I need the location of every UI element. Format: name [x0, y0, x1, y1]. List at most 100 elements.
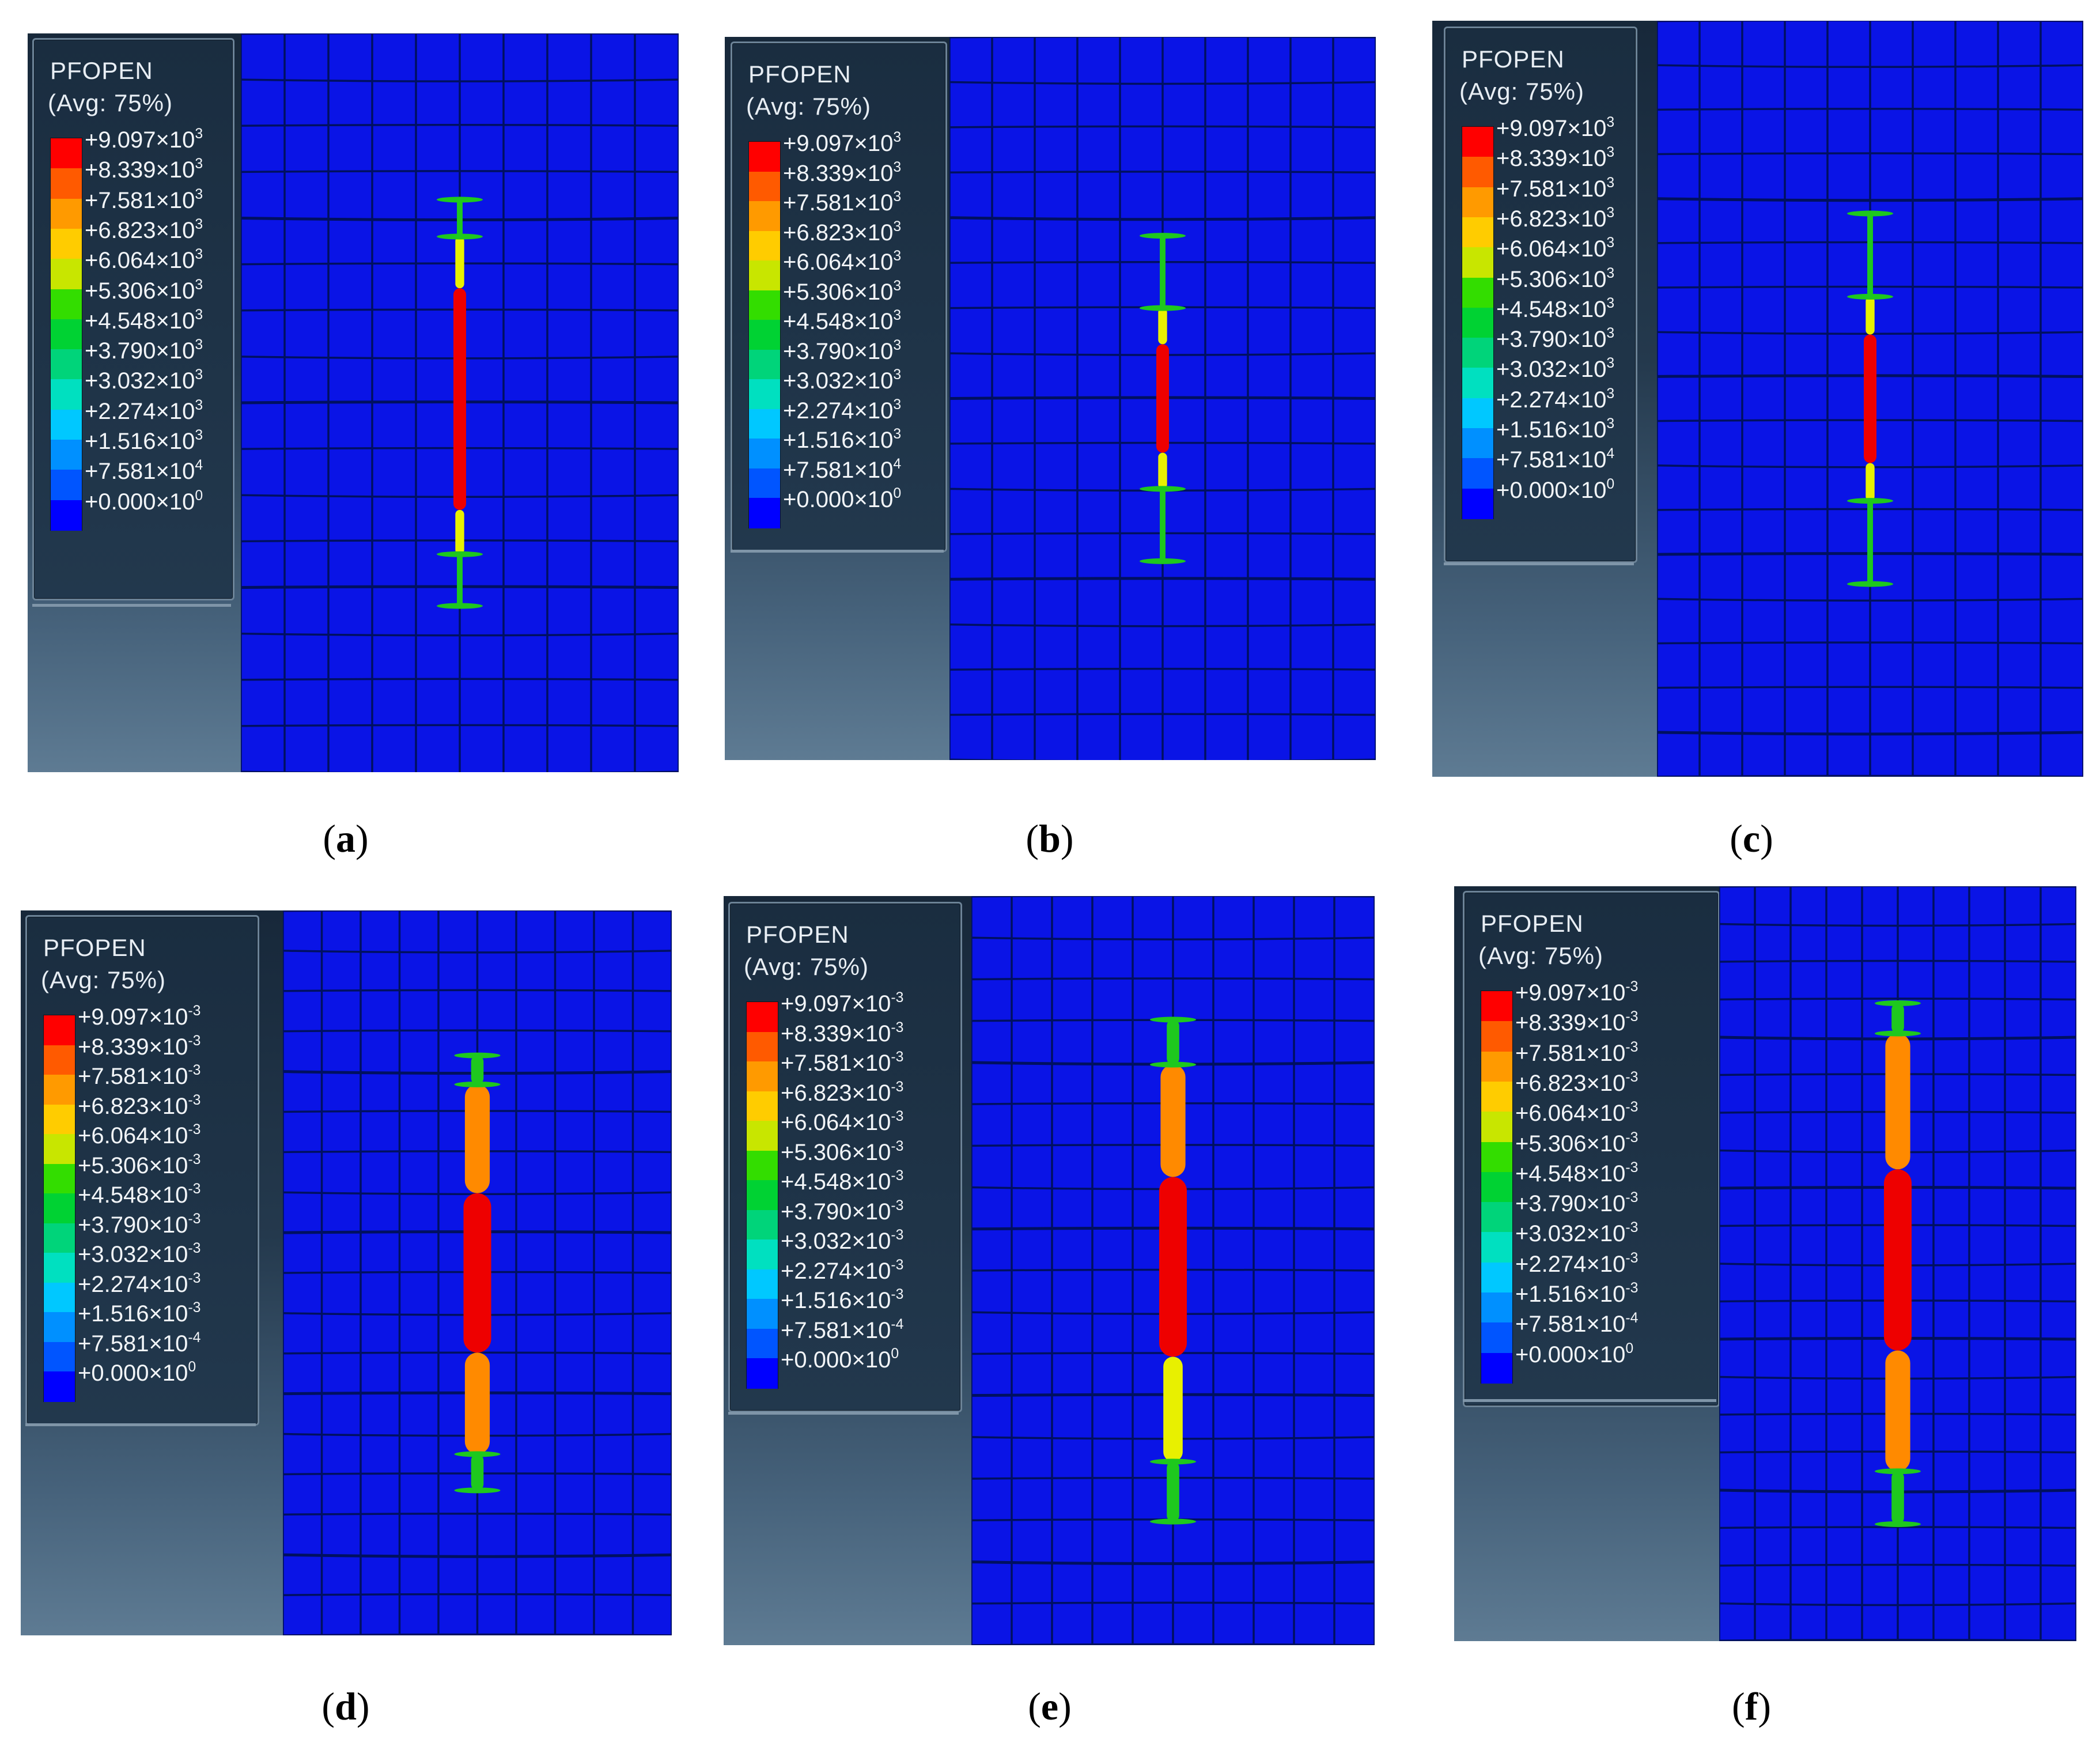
panel-caption-c: (c): [1730, 817, 1773, 860]
legend-tick-label: +3.790×103: [1496, 326, 1615, 353]
legend-tick-label: +7.581×104: [85, 458, 203, 485]
legend-swatch: [44, 1193, 75, 1224]
legend-tick-label: +4.548×103: [783, 308, 902, 335]
legend-swatch: [747, 1180, 778, 1211]
legend-box: PFOPEN (Avg: 75%) +9.097×103 +8.339×103 +7.5…: [32, 38, 234, 600]
crack-segment-orange: [1885, 1033, 1910, 1170]
crack-segment-orange: [464, 1084, 490, 1193]
legend-tick-label: +3.032×103: [1496, 356, 1615, 383]
legend-swatch: [749, 498, 780, 528]
legend-tick-label: +0.000×100: [85, 487, 203, 515]
legend-tick-label: +1.516×103: [1496, 416, 1615, 443]
legend-swatch: [749, 142, 780, 172]
legend-swatch: [749, 290, 780, 321]
legend-tick-label: +6.064×103: [783, 248, 902, 275]
legend-swatch: [1462, 307, 1493, 339]
crack-segment-red: [453, 288, 466, 510]
legend-swatch: [51, 500, 82, 531]
mesh-view: [949, 37, 1376, 760]
crack-node-tick: [1875, 1000, 1921, 1007]
legend-tick-label: +0.000×100: [78, 1359, 196, 1386]
contour-panel-c: PFOPEN (Avg: 75%) +9.097×103 +8.339×103 +7.5…: [1432, 21, 2083, 777]
crack-segment-green: [1891, 1003, 1904, 1034]
legend-swatch: [747, 1239, 778, 1270]
crack-node-tick: [454, 1487, 501, 1494]
legend-swatch: [51, 259, 82, 290]
legend-divider: [1444, 562, 1634, 565]
legend-swatch: [747, 1091, 778, 1122]
crack-node-tick: [1847, 498, 1893, 504]
legend-tick-label: +3.032×10-3: [781, 1227, 904, 1254]
legend-box: PFOPEN (Avg: 75%) +9.097×10-3 +8.339×10-3 +7…: [25, 915, 259, 1426]
legend-averaging: (Avg: 75%): [746, 93, 871, 120]
legend-variable-name: PFOPEN: [1481, 910, 1584, 937]
legend-tick-label: +8.339×10-3: [1515, 1009, 1639, 1036]
crack-node-tick: [1150, 1061, 1196, 1068]
legend-tick-label: +6.064×10-3: [78, 1122, 201, 1149]
legend-variable-name: PFOPEN: [50, 57, 153, 84]
contour-panel-f: PFOPEN (Avg: 75%) +9.097×10-3 +8.339×10-3 +7…: [1454, 886, 2076, 1641]
legend-variable-name: PFOPEN: [746, 921, 849, 948]
crack-segment-green: [1167, 1019, 1179, 1065]
legend-tick-label: +5.306×10-3: [781, 1138, 904, 1165]
legend-color-bar: [1462, 126, 1494, 519]
legend-tick-label: +9.097×103: [1496, 115, 1615, 141]
crack-segment-red: [1864, 334, 1876, 463]
crack-node-tick: [1875, 1030, 1921, 1037]
legend-tick-label: +6.064×10-3: [1515, 1099, 1639, 1127]
legend-swatch: [44, 1312, 75, 1343]
legend-tick-label: +3.790×10-3: [1515, 1190, 1639, 1217]
legend-tick-label: +0.000×100: [783, 486, 902, 513]
legend-swatch: [747, 1121, 778, 1151]
legend-tick-label: +3.032×10-3: [78, 1241, 201, 1268]
legend-tick-label: +7.581×103: [783, 189, 902, 216]
crack-segment-red: [1884, 1169, 1912, 1351]
mesh-view: [1719, 886, 2076, 1641]
legend-tick-label: +8.339×103: [1496, 145, 1615, 172]
legend-divider: [728, 1412, 959, 1415]
legend-swatch: [1462, 368, 1493, 399]
legend-divider: [32, 604, 231, 607]
legend-averaging: (Avg: 75%): [41, 966, 166, 993]
legend-swatch: [44, 1045, 75, 1076]
legend-divider: [731, 550, 944, 553]
mesh-svg: [1657, 21, 2083, 777]
legend-tick-label: +3.790×10-3: [78, 1211, 201, 1238]
legend-swatch: [44, 1075, 75, 1105]
legend-swatch: [1481, 1293, 1512, 1324]
legend-tick-label: +7.581×103: [1496, 175, 1615, 202]
crack-node-tick: [1847, 210, 1893, 217]
legend-tick-label: +8.339×10-3: [78, 1033, 201, 1060]
legend-swatch: [1462, 217, 1493, 248]
legend-swatch: [1462, 458, 1493, 489]
crack-segment-green: [471, 1055, 484, 1084]
crack-segment-yellow: [1158, 308, 1167, 345]
legend-swatch: [51, 409, 82, 441]
legend-box: PFOPEN (Avg: 75%) +9.097×103 +8.339×103 +7.5…: [731, 41, 947, 552]
crack-segment-green: [1891, 1471, 1904, 1524]
mesh-svg: [241, 33, 679, 772]
legend-swatch: [51, 138, 82, 169]
legend-swatch: [749, 349, 780, 380]
crack-segment-green: [1160, 236, 1166, 308]
legend-color-bar: [746, 1002, 778, 1389]
mesh-view: [1657, 21, 2083, 777]
crack-node-tick: [454, 1081, 501, 1087]
mesh-view: [971, 896, 1375, 1645]
mesh-svg: [949, 37, 1376, 760]
legend-tick-label: +5.306×10-3: [1515, 1129, 1639, 1157]
legend-averaging: (Avg: 75%): [744, 953, 869, 980]
legend-tick-label: +0.000×100: [1515, 1340, 1634, 1367]
crack-segment-red: [1159, 1177, 1187, 1357]
legend-tick-label: +1.516×103: [783, 426, 902, 453]
crack-segment-yellow: [455, 509, 464, 554]
legend-tick-label: +3.790×103: [85, 337, 203, 364]
legend-swatch: [1481, 1171, 1512, 1203]
legend-swatch: [44, 1223, 75, 1254]
crack-node-tick: [437, 233, 483, 240]
legend-box: PFOPEN (Avg: 75%) +9.097×103 +8.339×103 +7.5…: [1444, 27, 1637, 563]
panel-caption-d: (d): [321, 1684, 370, 1728]
legend-swatch: [44, 1371, 75, 1402]
legend-tick-label: +5.306×103: [1496, 265, 1615, 292]
